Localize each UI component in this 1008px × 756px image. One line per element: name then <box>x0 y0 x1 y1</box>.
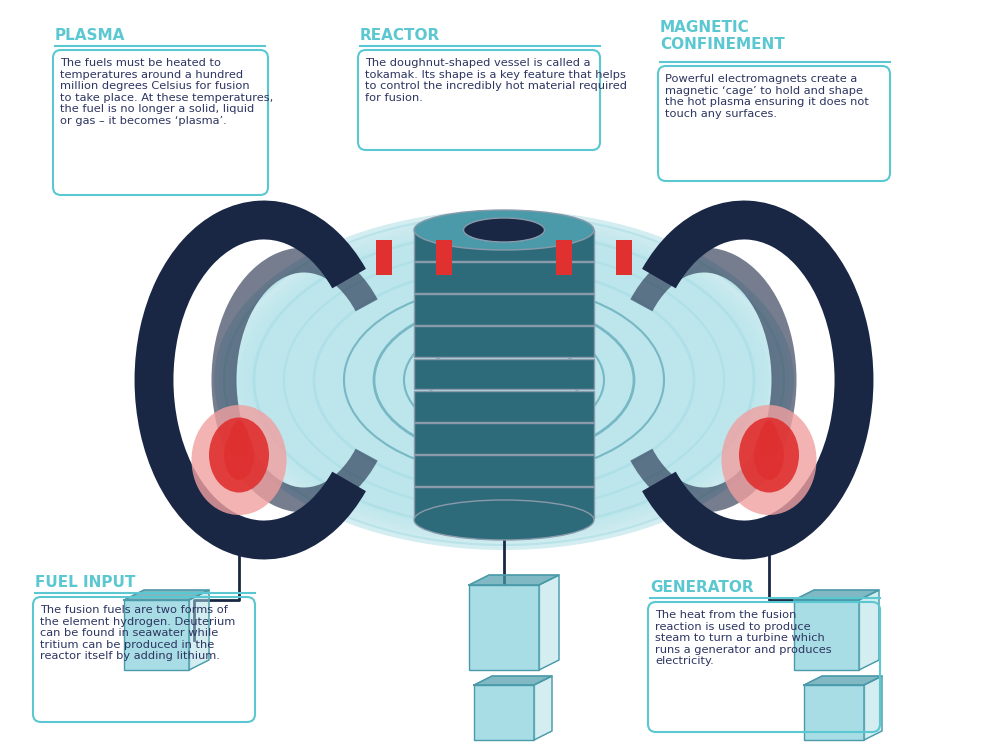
Polygon shape <box>534 676 552 740</box>
Ellipse shape <box>234 226 774 534</box>
Text: The doughnut-shaped vessel is called a
tokamak. Its shape is a key feature that : The doughnut-shaped vessel is called a t… <box>365 58 627 103</box>
Text: The fusion fuels are two forms of
the element hydrogen. Deuterium
can be found i: The fusion fuels are two forms of the el… <box>40 605 235 662</box>
Polygon shape <box>859 590 879 670</box>
Ellipse shape <box>464 218 544 242</box>
FancyBboxPatch shape <box>413 262 595 293</box>
Ellipse shape <box>214 210 794 550</box>
Ellipse shape <box>722 405 816 515</box>
FancyBboxPatch shape <box>413 294 595 325</box>
Polygon shape <box>539 575 559 670</box>
Ellipse shape <box>759 423 779 457</box>
Text: PLASMA: PLASMA <box>55 28 125 43</box>
Ellipse shape <box>233 420 245 440</box>
FancyBboxPatch shape <box>124 600 190 671</box>
Ellipse shape <box>244 234 764 526</box>
Text: REACTOR: REACTOR <box>360 28 440 43</box>
FancyBboxPatch shape <box>413 488 595 519</box>
FancyBboxPatch shape <box>413 423 595 454</box>
Polygon shape <box>190 590 209 670</box>
Ellipse shape <box>754 430 784 480</box>
FancyBboxPatch shape <box>413 230 595 261</box>
Ellipse shape <box>229 423 249 457</box>
FancyBboxPatch shape <box>469 584 539 671</box>
Text: GENERATOR: GENERATOR <box>650 580 754 595</box>
Text: Powerful electromagnets create a
magnetic ‘cage’ to hold and shape
the hot plasm: Powerful electromagnets create a magneti… <box>665 74 869 119</box>
Polygon shape <box>469 575 559 585</box>
Polygon shape <box>804 676 882 685</box>
Ellipse shape <box>414 500 594 540</box>
Bar <box>616 240 632 275</box>
FancyBboxPatch shape <box>413 391 595 422</box>
Ellipse shape <box>414 210 594 250</box>
Polygon shape <box>864 676 882 740</box>
FancyBboxPatch shape <box>793 600 859 671</box>
Bar <box>436 240 452 275</box>
Ellipse shape <box>219 214 789 546</box>
Ellipse shape <box>254 242 754 518</box>
Text: The fuels must be heated to
temperatures around a hundred
million degrees Celsiu: The fuels must be heated to temperatures… <box>60 58 273 126</box>
Text: FUEL INPUT: FUEL INPUT <box>35 575 135 590</box>
Bar <box>376 240 392 275</box>
Ellipse shape <box>224 430 254 480</box>
Polygon shape <box>474 676 552 685</box>
Ellipse shape <box>239 230 769 530</box>
Ellipse shape <box>192 405 286 515</box>
FancyBboxPatch shape <box>413 327 595 357</box>
FancyBboxPatch shape <box>474 685 534 740</box>
FancyBboxPatch shape <box>413 455 595 486</box>
Text: The heat from the fusion
reaction is used to produce
steam to turn a turbine whi: The heat from the fusion reaction is use… <box>655 610 832 666</box>
FancyBboxPatch shape <box>413 358 595 389</box>
Bar <box>556 240 572 275</box>
Ellipse shape <box>224 218 784 542</box>
Polygon shape <box>794 590 879 600</box>
Ellipse shape <box>229 222 779 538</box>
FancyBboxPatch shape <box>803 685 864 740</box>
Ellipse shape <box>249 238 759 522</box>
Ellipse shape <box>209 417 269 492</box>
Ellipse shape <box>763 420 775 440</box>
Ellipse shape <box>739 417 799 492</box>
Polygon shape <box>124 590 209 600</box>
Text: MAGNETIC
CONFINEMENT: MAGNETIC CONFINEMENT <box>660 20 785 52</box>
